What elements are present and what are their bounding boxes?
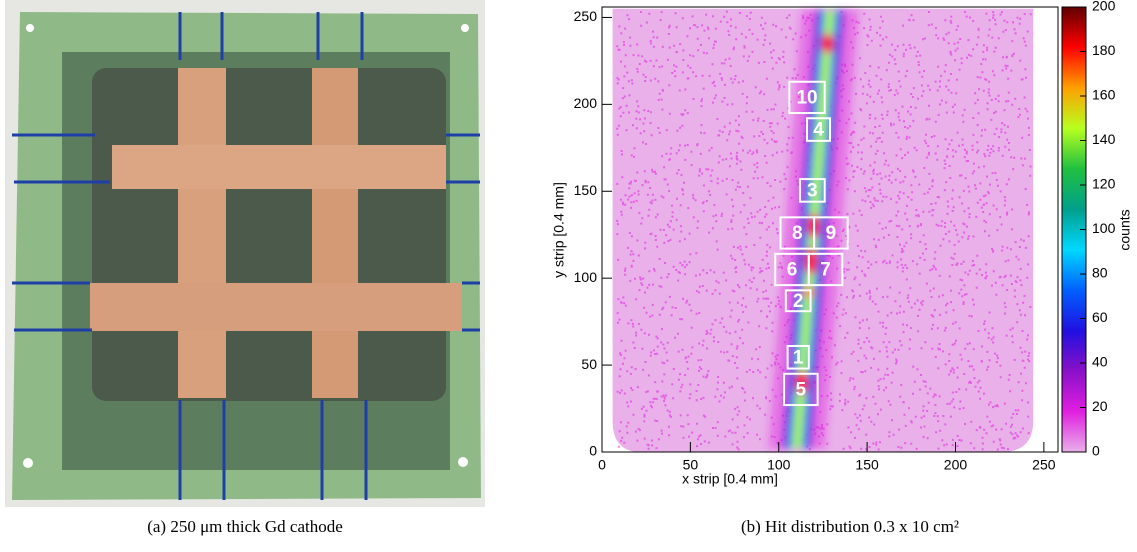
- region-label: 6: [787, 259, 798, 280]
- x-tick-label: 100: [767, 457, 791, 473]
- x-tick-label: 0: [598, 457, 606, 473]
- colorbar-tick-label: 200: [1092, 0, 1116, 14]
- axes-box: [601, 6, 1059, 453]
- region-box: [783, 372, 819, 407]
- colorbar-tick-label: 20: [1092, 398, 1108, 414]
- y-tick-label: 250: [574, 8, 598, 24]
- hot-spot: [821, 33, 834, 54]
- region-label: 1: [793, 347, 804, 368]
- x-tick-label: 150: [855, 457, 879, 473]
- y-tick-label: 0: [589, 443, 597, 459]
- region-label: 2: [793, 291, 804, 312]
- x-axis-label: x strip [0.4 mm]: [682, 471, 778, 487]
- region-box: [784, 289, 812, 313]
- colorbar-tick-label: 180: [1092, 42, 1116, 58]
- region-label: 7: [820, 259, 831, 280]
- hot-spot: [795, 370, 808, 395]
- region-label: 5: [796, 379, 807, 400]
- caption: (a) 250 μm thick Gd cathode: [147, 517, 343, 536]
- region-box: [813, 216, 849, 250]
- caption: (b) Hit distribution 0.3 x 10 cm²: [741, 517, 959, 536]
- colorbar-tick-label: 40: [1092, 354, 1108, 370]
- y-axis-label: y strip [0.4 mm]: [551, 182, 567, 278]
- y-tick-label: 150: [574, 182, 598, 198]
- region-box: [788, 80, 826, 115]
- x-tick-label: 250: [1032, 457, 1056, 473]
- colorbar-tick-label: 140: [1092, 131, 1116, 147]
- colorbar-tick-label: 0: [1092, 443, 1100, 459]
- x-tick-label: 200: [944, 457, 968, 473]
- colorbar-tick-label: 100: [1092, 220, 1116, 236]
- region-box: [786, 344, 810, 370]
- region-box: [798, 178, 826, 203]
- region-label: 10: [796, 87, 817, 108]
- y-tick-label: 50: [581, 356, 597, 372]
- hot-spot: [805, 246, 817, 275]
- region-label: 8: [792, 223, 803, 244]
- region-box: [806, 117, 831, 142]
- region-label: 4: [813, 120, 824, 141]
- region-label: 3: [807, 180, 818, 201]
- region-label: 9: [826, 223, 837, 244]
- region-box: [807, 252, 844, 287]
- photo: [5, 0, 485, 507]
- colorbar-tick-label: 60: [1092, 309, 1108, 325]
- hot-spot: [802, 286, 815, 299]
- y-tick-label: 200: [574, 95, 598, 111]
- x-tick-label: 50: [683, 457, 699, 473]
- colorbar-tick-label: 160: [1092, 87, 1116, 103]
- colorbar-tick-label: 80: [1092, 265, 1108, 281]
- y-tick-label: 100: [574, 269, 598, 285]
- colorbar-label: counts: [1117, 209, 1133, 250]
- colorbar-tick-label: 120: [1092, 176, 1116, 192]
